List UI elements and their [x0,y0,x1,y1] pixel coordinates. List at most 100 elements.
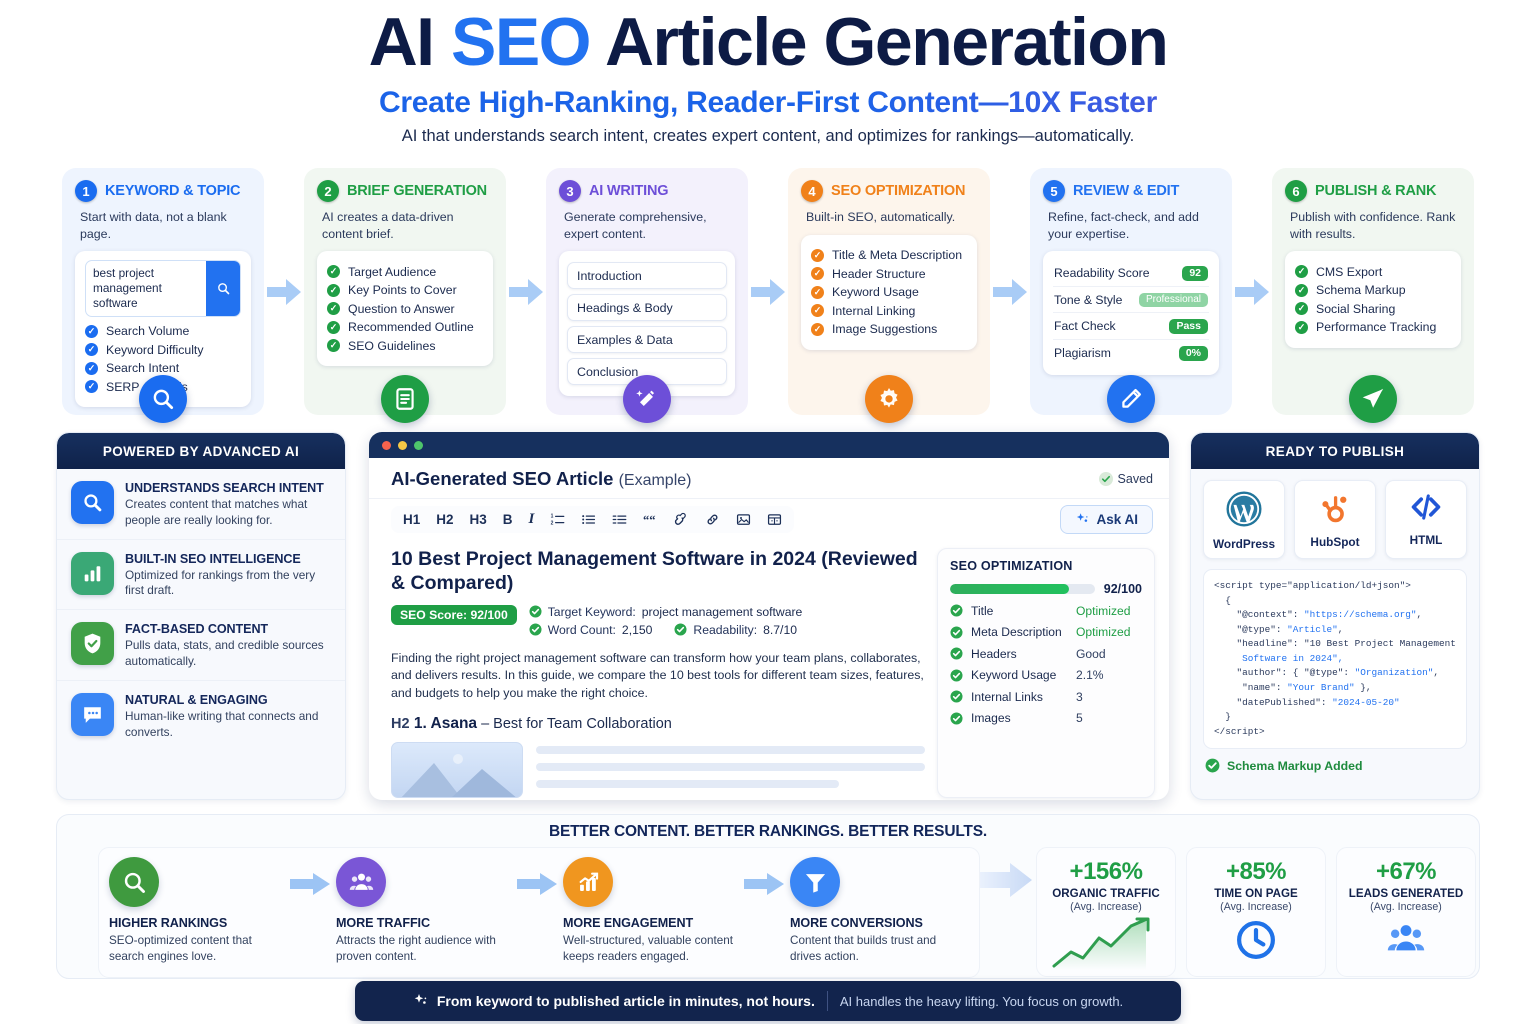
step-arrow [748,168,788,415]
publish-target-html[interactable]: HTML [1385,480,1467,559]
list-item: ✓ Recommended Outline [327,320,483,334]
step-title: SEO OPTIMIZATION [831,183,966,199]
content-block[interactable]: Introduction [567,262,727,289]
check-icon: ✓ [1295,320,1308,334]
check-icon: ✓ [1295,283,1308,297]
results-content: HIGHER RANKINGS SEO-optimized content tha… [57,841,1479,978]
list-item: ✓ Key Points to Cover [327,283,483,297]
image-icon[interactable] [736,512,751,527]
process-steps: 1 KEYWORD & TOPIC Start with data, not a b… [62,168,1474,423]
seo-check-value: 5 [1076,711,1083,725]
benefit-title: HIGHER RANKINGS [109,916,228,930]
check-icon: ✓ [327,302,340,315]
seo-check-row: Meta Description Optimized [950,625,1142,639]
content-block[interactable]: Headings & Body [567,294,727,321]
stat-value: +85% [1225,858,1287,885]
search-circle-icon [71,481,114,524]
step-header: 3 AI WRITING [559,180,735,202]
seo-check-value: Optimized [1076,625,1131,639]
table-icon[interactable] [767,512,782,527]
ribbon-main: From keyword to published article in min… [413,993,815,1009]
ask-ai-button[interactable]: Ask AI [1060,505,1153,534]
check-icon: ✓ [85,324,98,338]
list-item-label: Keyword Usage [832,285,919,299]
minimize-window-dot[interactable] [398,440,407,450]
benefit-more-engagement: MORE ENGAGEMENT Well-structured, valuable… [563,857,738,965]
formatting-tools: H1 H2 H3 B I 1 2 ““ [391,506,795,533]
step-panel: Introduction Headings & Body Examples & Da… [559,251,735,396]
feature-item: UNDERSTANDS SEARCH INTENT Creates content… [57,469,345,540]
step-panel: Readability Score 92 Tone & Style Professio… [1043,251,1219,375]
check-circle-icon [950,690,963,703]
list-item-label: Keyword Difficulty [106,342,204,357]
article-media-block [391,742,925,799]
quote-icon[interactable]: ““ [643,512,658,527]
stat-label: TIME ON PAGE [1214,887,1298,900]
check-circle-icon [950,668,963,682]
checklist-icon[interactable] [612,512,627,527]
document-icon [381,375,429,423]
content-block[interactable]: Examples & Data [567,326,727,353]
check-circle-icon [529,623,542,636]
benefit-title: MORE TRAFFIC [336,916,430,930]
seo-check-row: Internal Links 3 [950,690,1142,704]
feature-text: NATURAL & ENGAGING Human-like writing tha… [125,693,331,741]
right-panel-header: READY TO PUBLISH [1191,433,1479,469]
search-button[interactable] [206,261,240,317]
publish-target-hubspot[interactable]: HubSpot [1294,480,1376,559]
benefit-arrow [284,857,336,895]
toolbar-b-button[interactable]: B [502,511,513,527]
keyword-search-box[interactable]: best project management software [85,260,241,318]
step-number: 3 [559,180,581,202]
benefit-more-traffic: MORE TRAFFIC Attracts the right audience … [336,857,511,965]
publish-target-wordpress[interactable]: WordPress [1203,480,1285,559]
toolbar-h2-button[interactable]: H2 [436,511,454,527]
h2-rest: – Best for Team Collaboration [477,716,672,733]
mountain-photo-icon [401,754,516,798]
check-icon: ✓ [327,265,340,278]
status-badge: 92 [1182,265,1208,281]
search-input[interactable]: best project management software [93,266,162,311]
arrow-right-icon [980,863,1032,897]
progress-track [950,584,1095,594]
seo-check-name: Images [971,711,1011,725]
toolbar-h1-button[interactable]: H1 [403,511,421,527]
list-item-label: CMS Export [1316,264,1383,279]
feature-text: BUILT-IN SEO INTELLIGENCE Optimized for r… [125,552,331,600]
target-keyword-label: Target Keyword: [547,604,636,619]
bullet-list-icon[interactable] [581,512,596,527]
article-h2: H2 1. Asana – Best for Team Collaboratio… [391,715,925,733]
wordcount-readability-row: Word Count: 2,150 Readability: 8.7/10 [529,623,803,637]
arrow-right-icon [517,873,557,895]
chain-icon[interactable] [705,512,720,527]
list-item: ✓ Performance Tracking [1295,320,1451,334]
maximize-window-dot[interactable] [414,440,423,450]
step-subtitle: Generate comprehensive, expert content. [564,210,707,241]
article-editor-window: AI-Generated SEO Article (Example) Saved… [369,432,1169,800]
arrow-right-icon [751,278,785,305]
step-number: 5 [1043,180,1065,202]
title-part-a: AI [368,4,451,80]
close-window-dot[interactable] [382,440,391,450]
svg-text:1: 1 [551,514,554,520]
check-circle-icon [1098,472,1113,486]
arrow-right-icon [509,278,543,305]
feature-list: UNDERSTANDS SEARCH INTENT Creates content… [57,469,345,750]
check-icon: ✓ [85,343,98,357]
benefit-arrow [511,857,563,895]
check-icon: ✓ [1295,302,1308,315]
list-item-label: Recommended Outline [348,320,474,334]
benefit-steps: HIGHER RANKINGS SEO-optimized content tha… [98,847,980,978]
check-icon: ✓ [811,248,824,262]
toolbar-i-button[interactable]: I [528,511,535,527]
funnel-icon [790,857,840,907]
link-icon[interactable] [674,512,689,527]
seo-optimization-panel: SEO OPTIMIZATION 92/100 Title Optimized Me… [937,548,1155,799]
page-title: AI SEO Article Generation [0,8,1536,76]
step-title: AI WRITING [589,183,669,199]
code-brackets-icon [1388,490,1464,529]
schema-code-text: <script type="application/ld+json"> { "@… [1214,580,1456,737]
toolbar-h3-button[interactable]: H3 [469,511,487,527]
